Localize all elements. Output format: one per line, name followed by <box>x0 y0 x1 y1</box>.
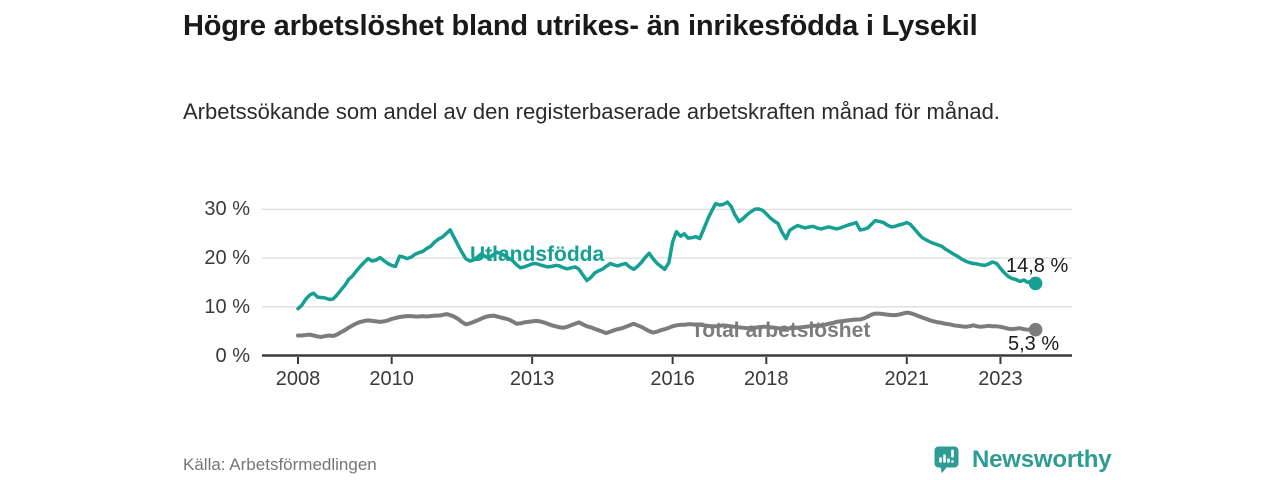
end-value-label-utlandsfodda: 14,8 % <box>1006 255 1069 277</box>
y-tick-label: 30 % <box>204 198 250 221</box>
page-title: Högre arbetslöshet bland utrikes- än inr… <box>183 10 978 42</box>
series-line-utlandsfodda <box>296 200 1038 311</box>
end-value-label-total: 5,3 % <box>1008 333 1060 355</box>
x-tick-label: 2023 <box>978 368 1023 390</box>
y-tick-label: 10 % <box>204 295 250 318</box>
series-end-dot <box>1028 276 1043 291</box>
newsworthy-logo: Newsworthy <box>933 444 1112 476</box>
series-end-dot <box>1028 322 1043 337</box>
newsworthy-speech-bubble-bar-chart-icon <box>934 446 959 474</box>
x-tick-label: 2018 <box>744 368 789 390</box>
series-line-total <box>296 310 1038 339</box>
y-tick-label: 0 % <box>215 344 250 367</box>
x-tick-label: 2016 <box>650 368 695 390</box>
y-tick-label: 20 % <box>204 247 250 270</box>
x-tick-label: 2021 <box>884 368 930 390</box>
x-tick-label: 2010 <box>369 368 414 390</box>
chart-subtitle: Arbetssökande som andel av den registerb… <box>183 99 1000 124</box>
newsworthy-wordmark: Newsworthy <box>972 446 1112 473</box>
series-label-total-arbetsloshet: Total arbetslöshet <box>691 319 871 342</box>
x-tick-label: 2013 <box>509 368 555 390</box>
source-credit: Källa: Arbetsförmedlingen <box>183 455 377 474</box>
x-tick-label: 2008 <box>275 368 321 390</box>
series-label-utlandsfodda: Utlandsfödda <box>470 243 605 266</box>
